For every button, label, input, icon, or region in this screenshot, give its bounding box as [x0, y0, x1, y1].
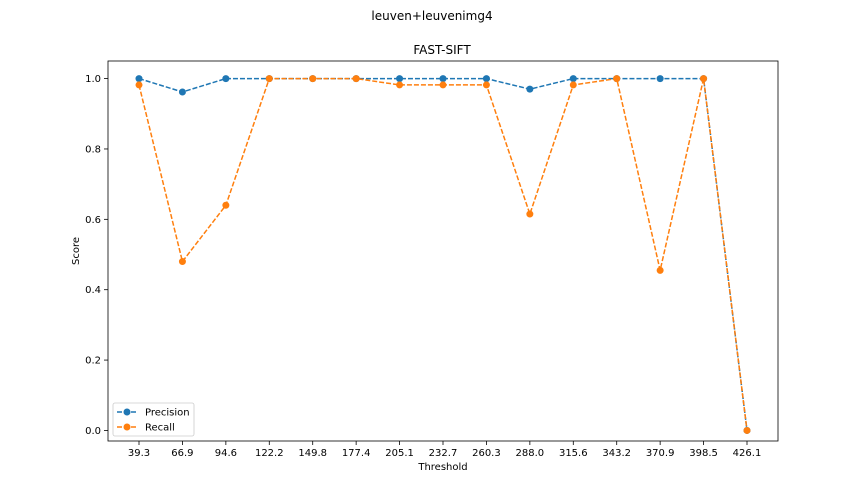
precision-point	[396, 75, 404, 83]
figure-suptitle: leuven+leuvenimg4	[371, 9, 492, 23]
x-tick-label: 149.8	[298, 448, 327, 459]
recall-point	[526, 210, 534, 218]
y-tick-label: 0.2	[85, 356, 101, 367]
recall-point	[396, 81, 404, 89]
precision-point	[178, 88, 186, 96]
recall-point	[439, 81, 447, 89]
y-axis-label: Score	[71, 237, 82, 265]
legend: Precision Recall	[112, 402, 195, 437]
y-tick-label: 0.0	[85, 426, 101, 437]
recall-point	[265, 75, 273, 83]
recall-point	[309, 75, 317, 83]
recall-point	[352, 75, 360, 83]
legend-precision-label: Precision	[145, 408, 190, 419]
legend-recall-marker	[123, 423, 131, 431]
recall-point	[613, 75, 621, 83]
precision-point	[569, 75, 577, 83]
y-tick-label: 0.6	[85, 215, 101, 226]
precision-point	[482, 75, 490, 83]
recall-point	[222, 201, 230, 209]
x-tick-label: 343.2	[602, 448, 631, 459]
legend-recall-label: Recall	[145, 423, 175, 434]
recall-point	[482, 81, 490, 89]
x-tick-label: 398.5	[689, 448, 718, 459]
precision-point	[439, 75, 447, 83]
legend-precision-marker	[123, 408, 131, 416]
x-tick-label: 315.6	[559, 448, 588, 459]
y-tick-label: 0.8	[85, 144, 101, 155]
x-tick-label: 177.4	[342, 448, 371, 459]
recall-point	[569, 81, 577, 89]
x-tick-label: 94.6	[215, 448, 237, 459]
precision-point	[656, 75, 664, 83]
y-axis-ticks: 0.0 0.2 0.4 0.6 0.8 1.0	[85, 74, 108, 437]
x-tick-label: 122.2	[255, 448, 284, 459]
precision-point	[135, 75, 143, 83]
recall-point	[135, 81, 143, 89]
chart-title: FAST-SIFT	[413, 43, 471, 57]
x-tick-label: 370.9	[646, 448, 675, 459]
precision-point	[526, 85, 534, 93]
x-tick-label: 288.0	[516, 448, 545, 459]
recall-point	[178, 258, 186, 266]
x-tick-label: 260.3	[472, 448, 501, 459]
precision-point	[222, 75, 230, 83]
axes-frame	[107, 60, 779, 442]
x-axis-ticks: 39.3 66.9 94.6 122.2 149.8 177.4 205.1 232.7 260…	[128, 441, 761, 459]
recall-point	[700, 75, 708, 83]
x-tick-label: 232.7	[429, 448, 458, 459]
y-tick-label: 1.0	[85, 74, 101, 85]
x-tick-label: 39.3	[128, 448, 150, 459]
x-tick-label: 205.1	[385, 448, 414, 459]
y-tick-label: 0.4	[85, 285, 101, 296]
x-tick-label: 426.1	[733, 448, 762, 459]
series-layer	[135, 75, 751, 434]
x-tick-label: 66.9	[171, 448, 193, 459]
recall-line	[138, 77, 748, 431]
x-axis-label: Threshold	[417, 462, 467, 473]
recall-point	[656, 266, 664, 274]
recall-point	[743, 426, 751, 434]
plot-area	[107, 60, 779, 442]
